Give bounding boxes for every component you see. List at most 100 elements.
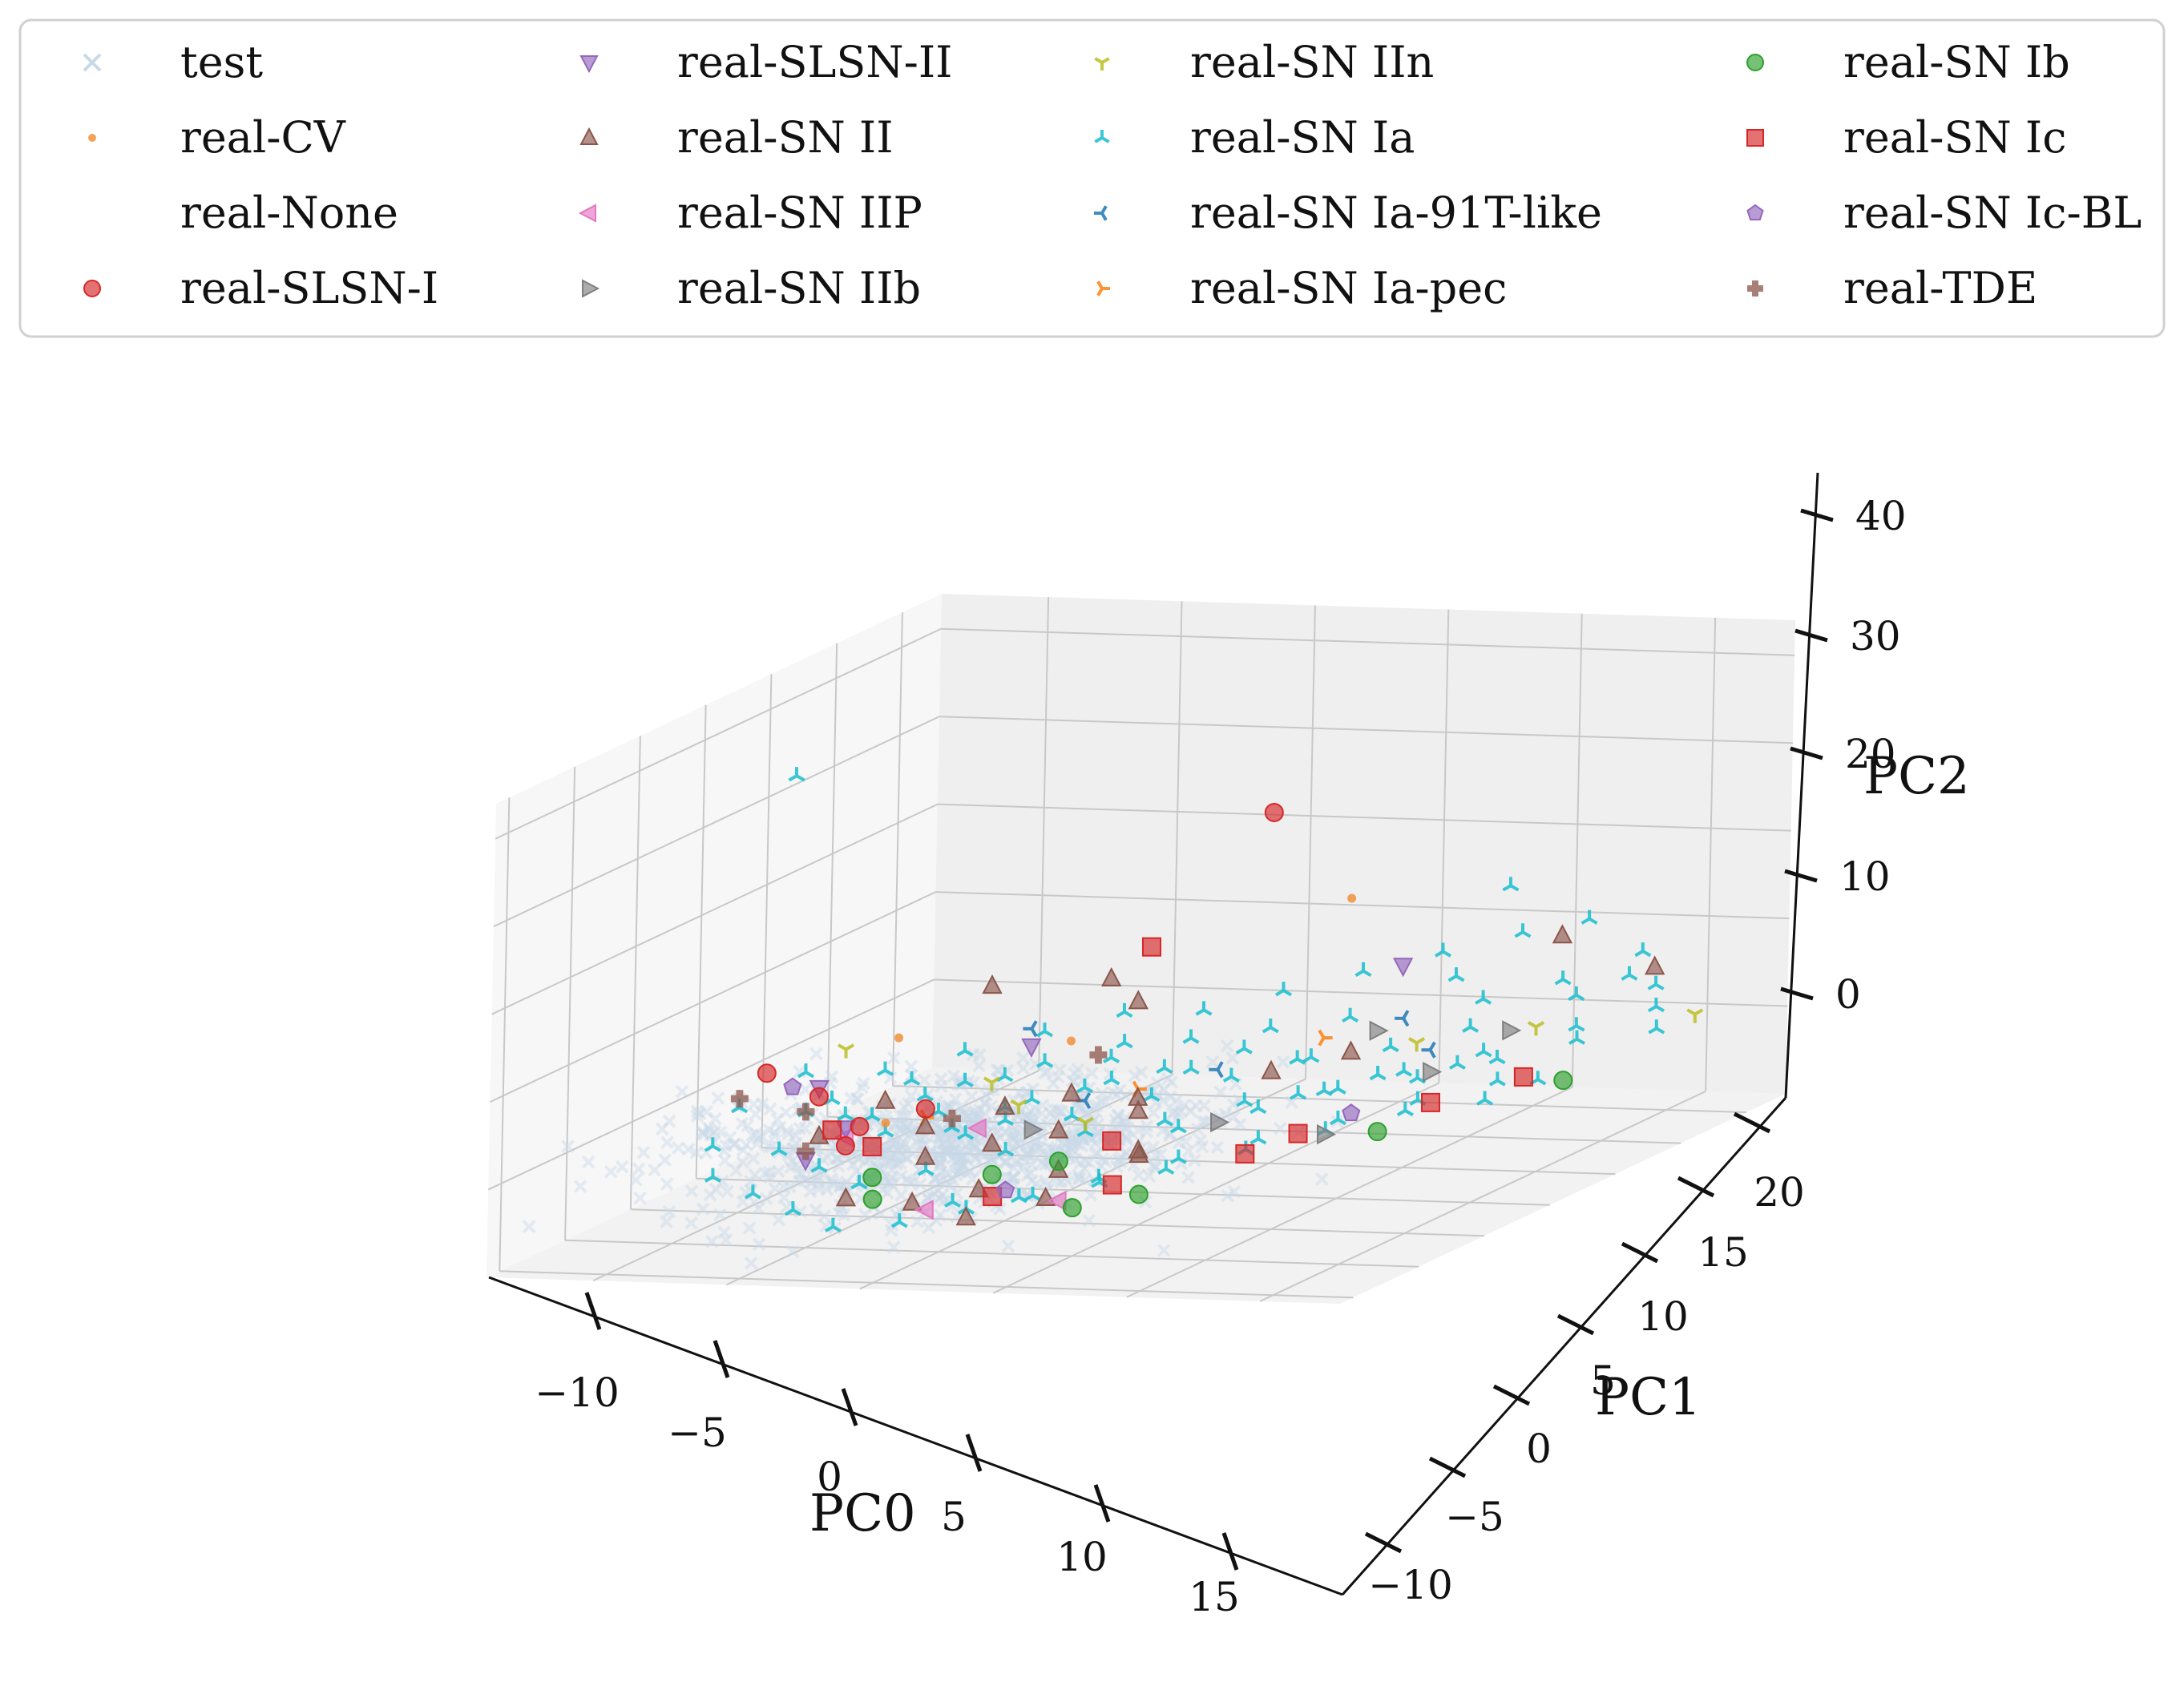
z-axis-title: PC2	[1863, 747, 1970, 806]
test-point	[770, 1112, 785, 1127]
data-point	[1476, 1091, 1494, 1106]
data-point	[1341, 1007, 1359, 1023]
test-point	[893, 1203, 906, 1217]
test-point	[894, 1149, 908, 1164]
test-point	[1082, 1213, 1096, 1228]
test-point	[886, 1240, 901, 1254]
data-point	[1290, 1085, 1307, 1100]
legend-marker	[1096, 280, 1110, 296]
test-point	[846, 1157, 860, 1172]
data-point	[995, 1180, 1015, 1199]
test-point	[1226, 1097, 1241, 1111]
test-point	[1025, 1158, 1039, 1172]
x-grid-floor	[1126, 1086, 1573, 1298]
test-point	[773, 1120, 787, 1135]
legend-item: real-SN Ib	[1746, 37, 2070, 87]
test-point	[1065, 1138, 1080, 1152]
legend-item: real-SN Ia-91T-like	[1094, 188, 1602, 238]
legend-label: real-SN Ic-BL	[1843, 188, 2142, 238]
test-point	[1229, 1077, 1243, 1091]
test-point	[1090, 1099, 1104, 1112]
test-point	[1213, 1085, 1228, 1099]
test-point	[1066, 1127, 1080, 1141]
test-point	[1189, 1099, 1203, 1113]
data-point	[1128, 990, 1149, 1010]
test-point	[940, 1176, 955, 1190]
test-point	[952, 1164, 967, 1179]
test-point	[1181, 1171, 1196, 1184]
test-point	[959, 1106, 973, 1120]
test-point	[1188, 1153, 1201, 1168]
test-point	[1140, 1119, 1154, 1133]
test-point	[1087, 1099, 1101, 1113]
test-point	[1116, 1120, 1131, 1135]
test-point	[1004, 1129, 1018, 1144]
test-point	[708, 1124, 722, 1139]
test-point	[736, 1155, 750, 1169]
test-point	[1165, 1107, 1180, 1121]
test-point	[1103, 1067, 1117, 1081]
data-point	[903, 1071, 921, 1086]
test-point	[889, 1156, 903, 1170]
legend-item: real-SN Ia	[1094, 112, 1415, 163]
test-point	[944, 1178, 958, 1192]
test-point	[1084, 1066, 1099, 1080]
test-point	[972, 1059, 986, 1073]
data-point	[1645, 955, 1665, 975]
x-tick	[1093, 1484, 1111, 1523]
legend-marker	[1746, 204, 1764, 221]
test-point	[754, 1128, 769, 1142]
test-point	[888, 1137, 902, 1152]
axis-titles: PC0 PC1 PC2	[809, 747, 1970, 1543]
test-point	[729, 1164, 743, 1177]
data-point	[850, 1174, 868, 1190]
y-grid-floor	[630, 1208, 1484, 1237]
test-point	[934, 1131, 948, 1145]
data-point	[1315, 1081, 1333, 1097]
test-point	[662, 1114, 676, 1128]
test-point	[660, 1177, 674, 1192]
z-grid-left-wall	[487, 978, 935, 1191]
data-point	[1169, 1149, 1187, 1164]
test-point	[1198, 1115, 1213, 1129]
legend-marker	[579, 55, 599, 74]
x-grid-wall	[1171, 601, 1183, 1075]
test-point	[690, 1104, 704, 1119]
test-point	[885, 1177, 899, 1192]
test-point	[1058, 1137, 1072, 1152]
test-point	[1099, 1155, 1113, 1169]
test-point	[933, 1125, 947, 1139]
data-point	[1634, 942, 1652, 958]
grid-lines	[487, 597, 1795, 1302]
test-point	[690, 1109, 704, 1123]
data-point	[1502, 877, 1520, 892]
data-point	[1302, 1048, 1320, 1063]
test-point	[789, 1158, 803, 1172]
test-point	[1119, 1131, 1133, 1145]
test-point	[1007, 1160, 1021, 1175]
test-point	[719, 1139, 733, 1153]
test-point	[1190, 1122, 1205, 1136]
test-point	[1011, 1108, 1025, 1123]
test-point	[932, 1192, 947, 1206]
test-point	[968, 1108, 983, 1123]
test-point	[905, 1125, 919, 1139]
data-point	[1621, 966, 1638, 981]
test-point	[716, 1175, 730, 1188]
data-point	[1102, 1131, 1122, 1151]
test-point	[938, 1141, 952, 1156]
test-point	[987, 1083, 1000, 1097]
data-point	[1289, 1050, 1306, 1065]
data-point	[1648, 1019, 1665, 1035]
test-point	[709, 1182, 723, 1196]
test-point	[889, 1151, 903, 1165]
z-tick-label: 20	[1845, 731, 1896, 777]
test-point	[969, 1152, 983, 1166]
test-point	[972, 1103, 987, 1117]
test-point	[886, 1051, 901, 1065]
y-tick-label: 20	[1754, 1169, 1805, 1216]
test-point	[1072, 1172, 1086, 1186]
test-point	[1028, 1139, 1043, 1154]
data-point	[1392, 958, 1414, 978]
